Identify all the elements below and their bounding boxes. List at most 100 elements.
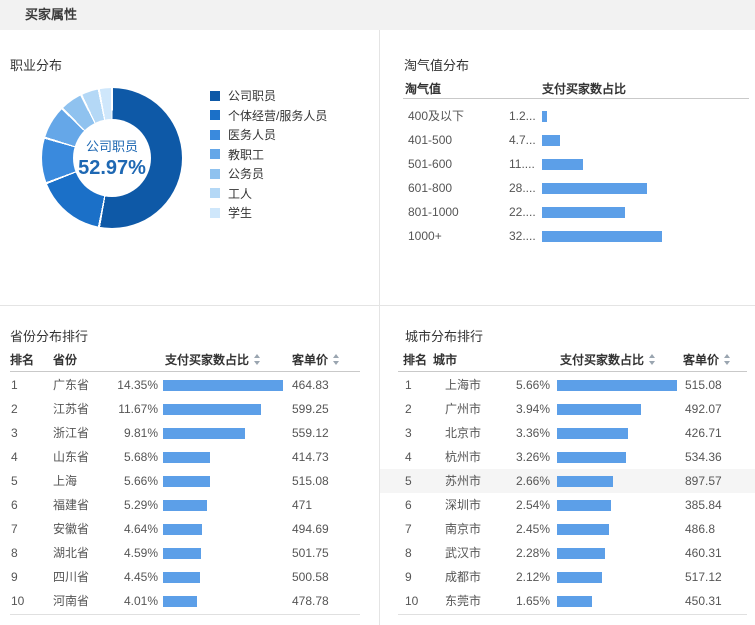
occupation-donut-chart[interactable]: 公司职员 52.97% [42, 88, 182, 228]
price-cell: 517.12 [685, 570, 722, 584]
taoqi-bar [542, 135, 560, 146]
taoqi-row: 601-800 28.... [380, 176, 755, 200]
province-col-ratio-sort[interactable]: 支付买家数占比 [165, 351, 261, 368]
taoqi-ratio-label: 1.2... [509, 109, 536, 123]
taoqi-ratio-label: 11.... [509, 157, 535, 171]
price-cell: 414.73 [292, 450, 329, 464]
legend-item-7[interactable]: 学生 [210, 203, 327, 223]
province-col-price-sort[interactable]: 客单价 [292, 351, 340, 368]
donut-center-label: 公司职员 [85, 139, 138, 154]
rank-cell: 3 [11, 426, 18, 440]
rank-cell: 2 [405, 402, 412, 416]
ratio-cell: 3.94% [515, 402, 550, 416]
sort-icon [724, 354, 731, 365]
table-row: 10 东莞市 1.65% 450.31 [380, 589, 755, 613]
rank-cell: 6 [11, 498, 18, 512]
ratio-cell: 2.45% [515, 522, 550, 536]
legend-item-5[interactable]: 公务员 [210, 164, 327, 184]
vertical-divider [379, 30, 380, 625]
taoqi-row: 501-600 11.... [380, 152, 755, 176]
taoqi-ratio-label: 22.... [509, 205, 536, 219]
ratio-bar [557, 524, 609, 535]
ratio-bar [557, 380, 677, 391]
city-bottom-rule [398, 614, 747, 615]
legend-swatch-icon [210, 149, 220, 160]
price-cell: 534.36 [685, 450, 722, 464]
sort-icon [333, 354, 340, 365]
ratio-bar [557, 476, 613, 487]
taoqi-header-rule [403, 98, 749, 99]
legend-item-1[interactable]: 公司职员 [210, 86, 327, 106]
occupation-chart-title: 职业分布 [10, 58, 63, 73]
price-cell: 464.83 [292, 378, 329, 392]
legend-label: 个体经营/服务人员 [228, 108, 328, 123]
ratio-bar [557, 596, 592, 607]
taoqi-bar [542, 207, 625, 218]
rank-cell: 7 [11, 522, 18, 536]
ratio-bar [163, 404, 261, 415]
taoqi-row: 400及以下 1.2... [380, 104, 755, 128]
rank-cell: 8 [11, 546, 18, 560]
table-row: 7 安徽省 4.64% 494.69 [0, 517, 379, 541]
legend-swatch-icon [210, 129, 220, 140]
region-cell: 成都市 [445, 570, 482, 584]
rank-cell: 2 [11, 402, 18, 416]
region-cell: 广东省 [53, 378, 90, 392]
ratio-bar [163, 500, 207, 511]
province-rows: 1 广东省 14.35% 464.83 2 江苏省 11.67% 599.25 3 浙江省 9.81… [0, 373, 379, 613]
table-row: 2 江苏省 11.67% 599.25 [0, 397, 379, 421]
rank-cell: 6 [405, 498, 412, 512]
sort-icon [254, 354, 261, 365]
region-cell: 南京市 [445, 522, 482, 536]
ratio-cell: 4.59% [123, 546, 158, 560]
taoqi-row: 1000+ 32.... [380, 224, 755, 248]
ratio-cell: 4.64% [123, 522, 158, 536]
table-row: 4 山东省 5.68% 414.73 [0, 445, 379, 469]
table-row: 10 河南省 4.01% 478.78 [0, 589, 379, 613]
rank-cell: 8 [405, 546, 412, 560]
ratio-cell: 1.65% [515, 594, 550, 608]
ratio-cell: 2.66% [515, 474, 550, 488]
city-col-price-sort[interactable]: 客单价 [683, 351, 731, 368]
rank-cell: 10 [11, 594, 25, 608]
region-cell: 山东省 [53, 450, 90, 464]
legend-item-3[interactable]: 医务人员 [210, 125, 327, 145]
city-col-name: 城市 [433, 353, 458, 367]
price-cell: 599.25 [292, 402, 329, 416]
legend-label: 医务人员 [228, 128, 277, 143]
rank-cell: 1 [405, 378, 412, 392]
rank-cell: 4 [405, 450, 412, 464]
page-title: 买家属性 [25, 7, 78, 22]
donut-center: 公司职员 52.97% [73, 119, 151, 197]
province-bottom-rule [10, 614, 360, 615]
city-col-ratio-sort[interactable]: 支付买家数占比 [560, 351, 656, 368]
province-table-title: 省份分布排行 [10, 329, 89, 344]
region-cell: 广州市 [445, 402, 482, 416]
table-row: 5 上海 5.66% 515.08 [0, 469, 379, 493]
table-row: 8 武汉市 2.28% 460.31 [380, 541, 755, 565]
legend-label: 公司职员 [228, 89, 277, 104]
rank-cell: 1 [11, 378, 18, 392]
legend-label: 公务员 [228, 167, 265, 182]
taoqi-row: 801-1000 22.... [380, 200, 755, 224]
region-cell: 北京市 [445, 426, 482, 440]
taoqi-range-label: 400及以下 [408, 109, 465, 123]
ratio-cell: 14.35% [117, 378, 158, 392]
taoqi-range-label: 1000+ [408, 229, 442, 243]
rank-cell: 7 [405, 522, 412, 536]
ratio-bar [163, 428, 245, 439]
region-cell: 上海市 [445, 378, 482, 392]
table-row: 9 四川省 4.45% 500.58 [0, 565, 379, 589]
province-header-rule [10, 371, 360, 372]
legend-item-6[interactable]: 工人 [210, 184, 327, 204]
ratio-cell: 5.68% [123, 450, 158, 464]
price-cell: 450.31 [685, 594, 722, 608]
ratio-cell: 3.26% [515, 450, 550, 464]
ratio-cell: 2.28% [515, 546, 550, 560]
ratio-bar [163, 572, 200, 583]
price-cell: 478.78 [292, 594, 329, 608]
legend-item-2[interactable]: 个体经营/服务人员 [210, 106, 327, 126]
taoqi-bar [542, 159, 583, 170]
taoqi-ratio-label: 28.... [509, 181, 536, 195]
legend-item-4[interactable]: 教职工 [210, 145, 327, 165]
